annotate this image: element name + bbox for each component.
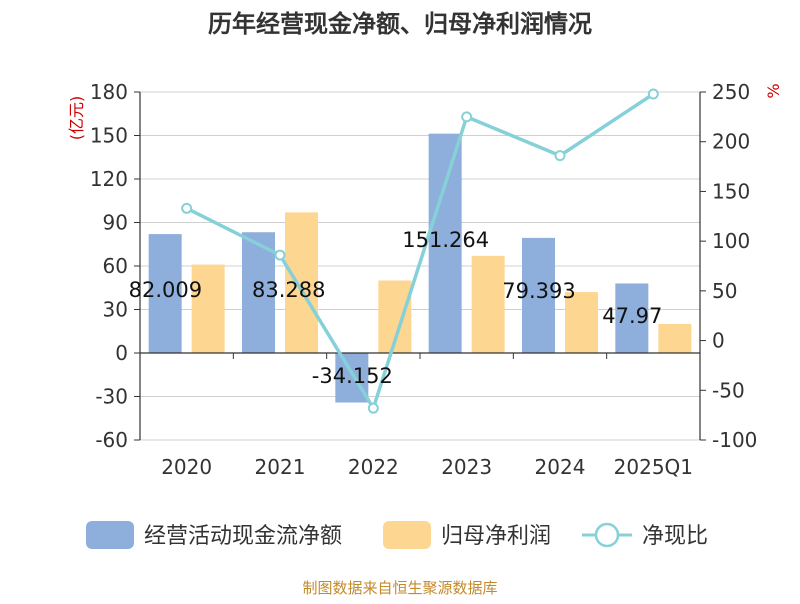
ratio-point [181, 202, 193, 214]
right-tick-label: 150 [712, 179, 750, 203]
net-profit-bar [471, 255, 505, 353]
left-tick-label: 30 [103, 298, 128, 322]
right-tick-label: 0 [712, 329, 725, 353]
legend-ratio-marker [594, 522, 620, 548]
legend-ratio-label: 净现比 [642, 524, 708, 549]
right-tick-label: 50 [712, 279, 737, 303]
left-tick-label: 60 [103, 254, 128, 278]
category-label: 2023 [441, 455, 492, 479]
cash-flow-value-label: 151.264 [402, 228, 489, 252]
legend-cash-label: 经营活动现金流净额 [144, 524, 342, 549]
left-tick-label: -60 [95, 428, 128, 452]
category-label: 2021 [255, 455, 306, 479]
category-label: 2025Q1 [614, 455, 693, 479]
source-text: 制图数据来自恒生聚源数据库 [302, 579, 497, 597]
net-profit-bar [191, 264, 225, 353]
right-axis-unit: % [764, 83, 783, 98]
left-tick-label: 0 [115, 341, 128, 365]
ratio-line [185, 92, 655, 413]
right-tick-label: -50 [712, 378, 745, 402]
left-tick-label: 90 [103, 211, 128, 235]
ratio-point [274, 249, 286, 261]
left-tick-label: 150 [90, 124, 128, 148]
left-tick-label: 180 [90, 80, 128, 104]
category-label: 2022 [348, 455, 399, 479]
left-axis-unit: (亿元) [67, 96, 86, 141]
net-profit-bar [658, 324, 692, 353]
category-label: 2024 [535, 455, 586, 479]
cash-flow-value-label: 47.97 [602, 304, 662, 328]
ratio-point [461, 111, 473, 123]
ratio-point [647, 88, 659, 100]
legend-profit-swatch [383, 521, 431, 549]
right-tick-label: 250 [712, 80, 750, 104]
chart-title: 历年经营现金净额、归母净利润情况 [208, 10, 592, 38]
left-tick-label: 120 [90, 167, 128, 191]
cash-flow-value-label: -34.152 [312, 364, 393, 388]
cash-flow-bar [242, 232, 275, 353]
net-profit-bar [565, 292, 598, 353]
right-tick-label: 100 [712, 229, 750, 253]
net-profit-bar [285, 212, 318, 353]
cash-flow-bar [615, 283, 649, 353]
right-tick-label: -100 [712, 428, 757, 452]
right-tick-label: 200 [712, 130, 750, 154]
cash-flow-value-label: 79.393 [502, 279, 575, 303]
cash-flow-value-label: 82.009 [129, 278, 202, 302]
cash-flow-bar [428, 133, 462, 353]
category-label: 2020 [161, 455, 212, 479]
cash-flow-bar [148, 234, 182, 353]
ratio-point [367, 402, 379, 414]
ratio-point [554, 150, 566, 162]
left-tick-label: -30 [95, 385, 128, 409]
cash-flow-value-label: 83.288 [252, 278, 325, 302]
cash-flow-bar [522, 237, 555, 353]
legend-cash-swatch [86, 521, 134, 549]
legend-profit-label: 归母净利润 [441, 524, 551, 549]
